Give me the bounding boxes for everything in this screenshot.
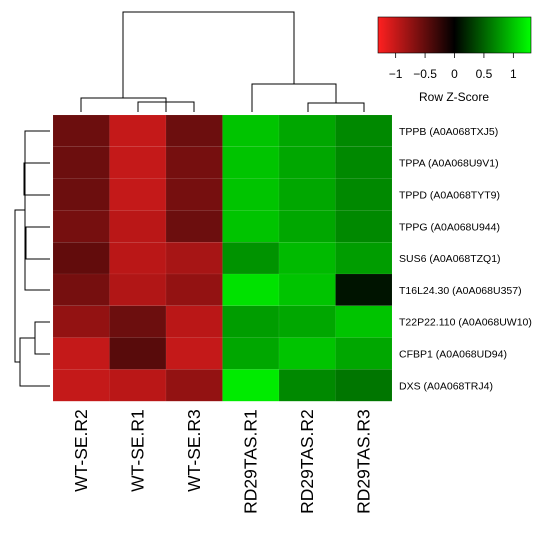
dendrogram-branch bbox=[23, 162, 50, 196]
heatmap-cell bbox=[165, 241, 223, 275]
dendrogram-branch bbox=[251, 83, 337, 112]
heatmap-cell bbox=[222, 369, 280, 402]
color-key-tick-label: −1 bbox=[389, 67, 403, 81]
heatmap-cell bbox=[109, 369, 167, 402]
heatmap-cell bbox=[278, 369, 336, 402]
heatmap-cell bbox=[222, 146, 280, 179]
heatmap-cells bbox=[52, 114, 393, 402]
row-label: DXS (A0A068TRJ4) bbox=[399, 380, 493, 392]
column-dendrogram bbox=[80, 11, 365, 112]
heatmap-cell bbox=[335, 305, 393, 338]
heatmap-cell bbox=[222, 178, 280, 211]
color-key-tick-label: 0 bbox=[451, 67, 458, 81]
heatmap-cell bbox=[335, 337, 393, 370]
heatmap-cell bbox=[278, 210, 336, 243]
heatmap-cell bbox=[165, 146, 223, 179]
heatmap-cell bbox=[165, 337, 223, 370]
row-labels: TPPB (A0A068TXJ5) TPPA (A0A068U9V1) TPPD (… bbox=[399, 126, 532, 392]
heatmap-cell bbox=[109, 241, 167, 275]
heatmap-cell bbox=[278, 273, 336, 306]
heatmap-cell bbox=[165, 305, 223, 338]
column-label: WT-SE.R2 bbox=[71, 409, 91, 492]
heatmap-cell bbox=[222, 210, 280, 243]
row-label: TPPD (A0A068TYT9) bbox=[399, 190, 500, 202]
heatmap-cell bbox=[278, 305, 336, 338]
row-label: T16L24.30 (A0A068U357) bbox=[399, 285, 522, 297]
heatmap-cell bbox=[335, 146, 393, 179]
heatmap-cell bbox=[278, 114, 336, 147]
column-label: RD29TAS.R3 bbox=[354, 409, 374, 514]
heatmap-cell bbox=[222, 305, 280, 338]
column-label: RD29TAS.R1 bbox=[241, 409, 261, 514]
heatmap-cell bbox=[278, 241, 336, 275]
heatmap-cell bbox=[222, 114, 280, 147]
heatmap-cell bbox=[165, 210, 223, 243]
heatmap-cell bbox=[335, 210, 393, 243]
color-key-bar bbox=[377, 16, 532, 54]
row-label: TPPB (A0A068TXJ5) bbox=[399, 126, 498, 138]
heatmap-cell bbox=[335, 241, 393, 275]
heatmap-cell bbox=[52, 369, 110, 402]
heatmap-cell bbox=[109, 146, 167, 179]
dendrogram-branch bbox=[122, 11, 295, 98]
heatmap-cell bbox=[335, 369, 393, 402]
column-label: WT-SE.R1 bbox=[128, 409, 148, 492]
dendrogram-branch bbox=[80, 97, 167, 112]
dendrogram-branch bbox=[137, 101, 195, 112]
color-key-ticks: −1 −0.5 0 0.5 1 bbox=[389, 53, 517, 81]
heatmap-cell bbox=[222, 241, 280, 275]
column-label: WT-SE.R3 bbox=[184, 409, 204, 492]
heatmap-cell bbox=[52, 210, 110, 243]
heatmap-cell bbox=[52, 178, 110, 211]
heatmap-cell bbox=[335, 114, 393, 147]
color-key-title: Row Z-Score bbox=[419, 90, 489, 104]
heatmap-cell bbox=[165, 178, 223, 211]
heatmap-cell bbox=[109, 178, 167, 211]
column-labels: WT-SE.R2 WT-SE.R1 WT-SE.R3 RD29TAS.R1 RD29TA… bbox=[71, 409, 374, 514]
heatmap-cell bbox=[222, 273, 280, 306]
heatmap-cell bbox=[52, 146, 110, 179]
dendrogram-branch bbox=[25, 226, 50, 260]
heatmap-cell bbox=[165, 114, 223, 147]
row-label: CFBP1 (A0A068UD94) bbox=[399, 349, 507, 361]
heatmap-cell bbox=[52, 241, 110, 275]
heatmap-cell bbox=[52, 114, 110, 147]
column-label: RD29TAS.R2 bbox=[297, 409, 317, 514]
heatmap-cell bbox=[278, 178, 336, 211]
heatmap-cell bbox=[165, 273, 223, 306]
heatmap-cell bbox=[109, 114, 167, 147]
dendrogram-branch bbox=[34, 321, 50, 355]
heatmap-cell bbox=[109, 210, 167, 243]
row-dendrogram bbox=[14, 130, 50, 387]
dendrogram-branch bbox=[24, 130, 50, 291]
heatmap-cell bbox=[278, 337, 336, 370]
color-key-tick-label: 0.5 bbox=[476, 67, 493, 81]
row-label: TPPG (A0A068U944) bbox=[399, 221, 500, 233]
color-key-tick-label: −0.5 bbox=[413, 67, 437, 81]
row-label: TPPA (A0A068U9V1) bbox=[399, 158, 499, 170]
heatmap-cell bbox=[165, 369, 223, 402]
heatmap-cell bbox=[109, 273, 167, 306]
heatmap-cell bbox=[52, 337, 110, 370]
heatmap-cell bbox=[278, 146, 336, 179]
heatmap-cell bbox=[109, 305, 167, 338]
heatmap-cell bbox=[109, 337, 167, 370]
row-label: T22P22.110 (A0A068UW10) bbox=[399, 317, 532, 329]
heatmap-cell bbox=[335, 178, 393, 211]
heatmap-cell bbox=[222, 337, 280, 370]
row-label: SUS6 (A0A068TZQ1) bbox=[399, 253, 501, 265]
dendrogram-branch bbox=[307, 102, 365, 112]
dendrogram-branch bbox=[14, 209, 25, 363]
heatmap-cell bbox=[52, 273, 110, 306]
color-key-tick-label: 1 bbox=[510, 67, 517, 81]
heatmap-cell bbox=[52, 305, 110, 338]
heatmap-cell bbox=[335, 273, 393, 306]
color-key-legend: −1 −0.5 0 0.5 1 Row Z-Score bbox=[377, 16, 532, 104]
